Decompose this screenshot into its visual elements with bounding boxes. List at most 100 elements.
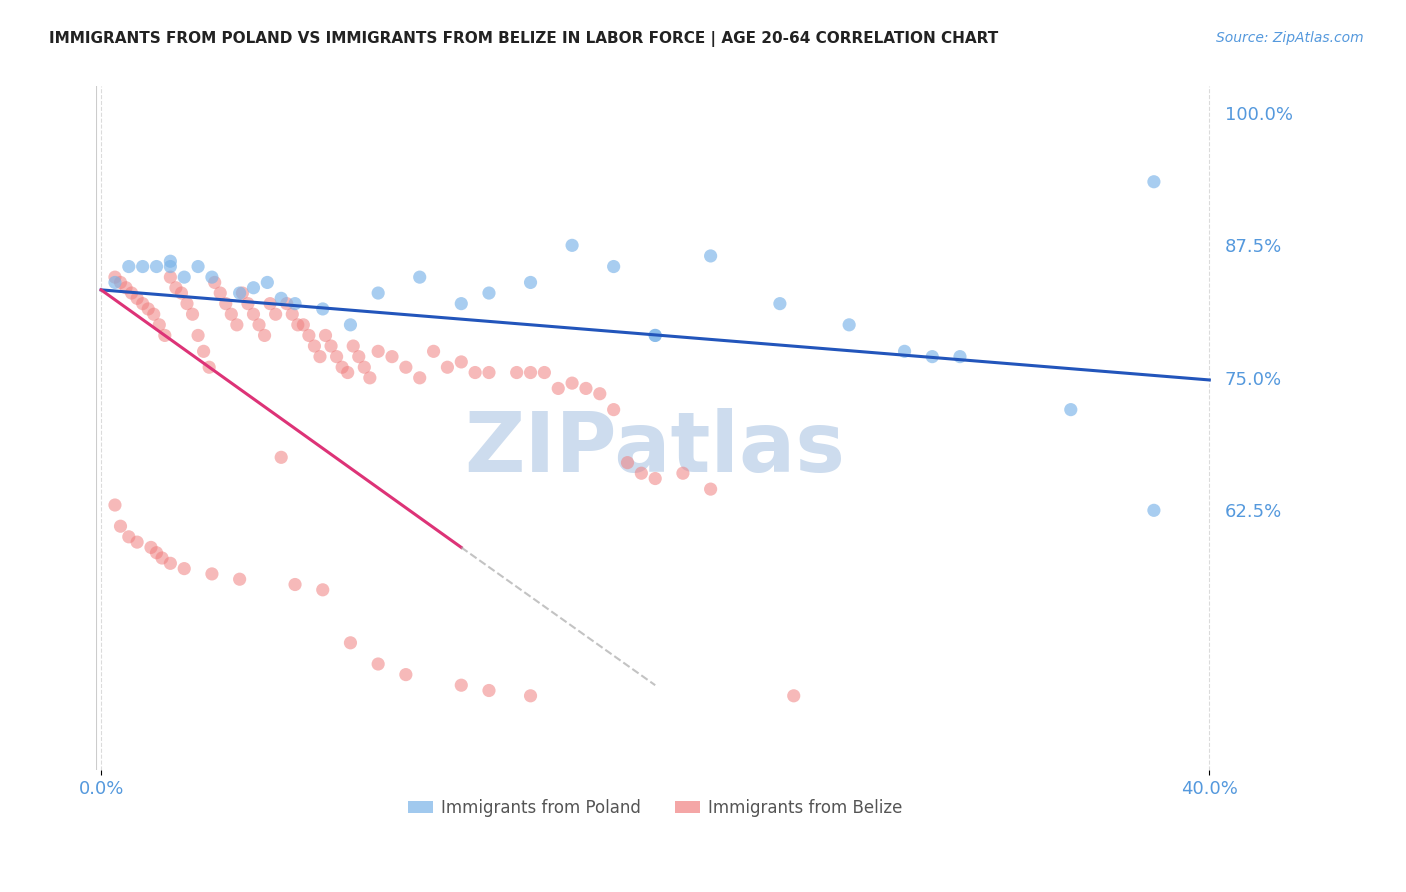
Point: [173, 270, 195, 285]
Point: [309, 350, 332, 364]
Point: [253, 328, 276, 343]
Point: [315, 328, 337, 343]
Point: [422, 344, 444, 359]
Point: [148, 318, 170, 332]
Point: [270, 291, 292, 305]
Point: [228, 572, 250, 586]
Point: [131, 260, 153, 274]
Point: [173, 561, 195, 575]
Point: [436, 360, 458, 375]
Point: [145, 260, 167, 274]
Point: [395, 360, 418, 375]
Point: [409, 371, 432, 385]
Point: [342, 339, 364, 353]
Point: [150, 551, 173, 566]
Point: [602, 402, 624, 417]
Point: [339, 636, 361, 650]
Point: [478, 683, 501, 698]
Point: [644, 471, 666, 485]
Point: [699, 249, 721, 263]
Point: [949, 350, 972, 364]
Point: [127, 291, 149, 305]
Point: [589, 386, 612, 401]
Point: [644, 328, 666, 343]
Point: [287, 318, 309, 332]
Point: [575, 381, 598, 395]
Point: [256, 276, 278, 290]
Point: [193, 344, 215, 359]
Point: [359, 371, 381, 385]
Text: ZIPatlas: ZIPatlas: [465, 409, 846, 489]
Point: [159, 270, 181, 285]
Point: [284, 296, 307, 310]
Point: [176, 296, 198, 310]
Point: [519, 366, 541, 380]
Point: [395, 667, 418, 681]
Point: [165, 281, 187, 295]
Point: [139, 541, 162, 555]
Point: [602, 260, 624, 274]
Point: [110, 276, 132, 290]
Point: [159, 254, 181, 268]
Point: [312, 301, 335, 316]
Point: [409, 270, 432, 285]
Point: [464, 366, 486, 380]
Point: [699, 482, 721, 496]
Point: [142, 307, 165, 321]
Point: [115, 281, 138, 295]
Point: [478, 286, 501, 301]
Point: [1143, 175, 1166, 189]
Point: [236, 296, 259, 310]
Point: [450, 355, 472, 369]
Point: [450, 296, 472, 310]
Point: [450, 678, 472, 692]
Point: [228, 286, 250, 301]
Text: Source: ZipAtlas.com: Source: ZipAtlas.com: [1216, 31, 1364, 45]
Point: [153, 328, 176, 343]
Point: [187, 328, 209, 343]
Legend: Immigrants from Poland, Immigrants from Belize: Immigrants from Poland, Immigrants from …: [402, 792, 910, 823]
Point: [247, 318, 270, 332]
Point: [672, 467, 695, 481]
Point: [347, 350, 370, 364]
Point: [304, 339, 326, 353]
Point: [259, 296, 281, 310]
Point: [231, 286, 253, 301]
Text: IMMIGRANTS FROM POLAND VS IMMIGRANTS FROM BELIZE IN LABOR FORCE | AGE 20-64 CORR: IMMIGRANTS FROM POLAND VS IMMIGRANTS FRO…: [49, 31, 998, 47]
Point: [921, 350, 943, 364]
Point: [336, 366, 359, 380]
Point: [292, 318, 315, 332]
Point: [838, 318, 860, 332]
Point: [170, 286, 193, 301]
Point: [561, 376, 583, 391]
Point: [242, 307, 264, 321]
Point: [330, 360, 353, 375]
Point: [547, 381, 569, 395]
Point: [110, 519, 132, 533]
Point: [215, 296, 238, 310]
Point: [367, 286, 389, 301]
Point: [533, 366, 555, 380]
Point: [1060, 402, 1083, 417]
Point: [104, 270, 127, 285]
Point: [127, 535, 149, 549]
Point: [353, 360, 375, 375]
Point: [104, 276, 127, 290]
Point: [118, 260, 141, 274]
Point: [118, 530, 141, 544]
Point: [187, 260, 209, 274]
Point: [769, 296, 792, 310]
Point: [281, 307, 304, 321]
Point: [104, 498, 127, 512]
Point: [225, 318, 247, 332]
Point: [381, 350, 404, 364]
Point: [159, 557, 181, 571]
Point: [1143, 503, 1166, 517]
Point: [159, 260, 181, 274]
Point: [204, 276, 226, 290]
Point: [339, 318, 361, 332]
Point: [519, 689, 541, 703]
Point: [145, 546, 167, 560]
Point: [201, 566, 224, 581]
Point: [121, 286, 143, 301]
